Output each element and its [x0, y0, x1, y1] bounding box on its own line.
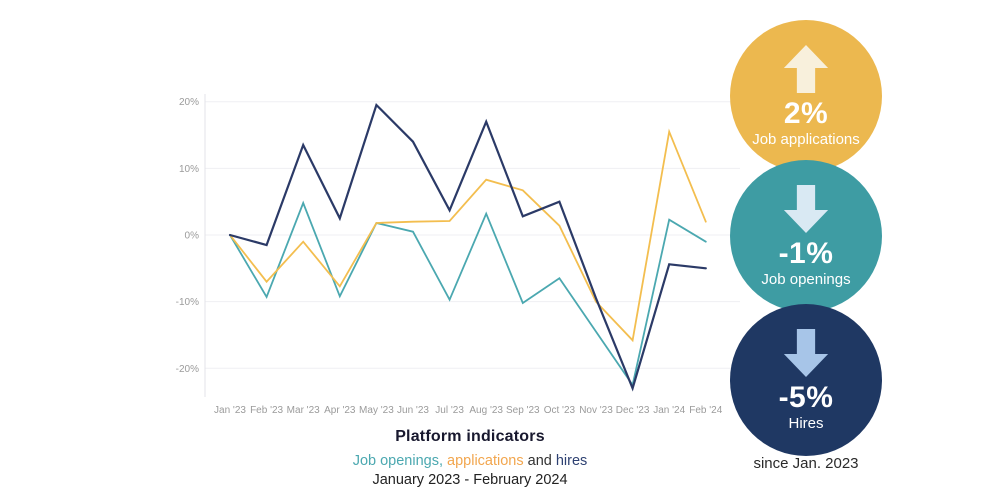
series-line-hires [228, 102, 707, 392]
x-axis-tick-label: Sep '23 [506, 405, 540, 416]
y-axis-tick-label: 20% [179, 97, 199, 108]
x-axis-tick-label: Feb '23 [250, 405, 283, 416]
badge-value: -1% [778, 237, 834, 271]
arrow-down-icon [783, 329, 829, 378]
line-chart-svg: 20% 10% 0% -10% -20% Jan '23 Feb '23 Mar '23 Apr… [176, 94, 740, 416]
legend-part: applications [443, 453, 524, 469]
arrow-up-icon [783, 45, 829, 94]
badge-label: Job openings [761, 270, 851, 288]
arrow-down-icon [783, 185, 829, 234]
y-axis-tick-label: 0% [185, 231, 200, 242]
x-axis-tick-label: Aug '23 [469, 405, 503, 416]
x-axis-tick-label: Mar '23 [287, 405, 320, 416]
badge-job-applications: 2% Job applications [730, 20, 882, 172]
chart-caption: Platform indicators Job openings, applic… [250, 428, 690, 488]
series-line-job-openings [229, 200, 707, 388]
y-axis-tick-label: -10% [176, 297, 199, 308]
chart-date-range: January 2023 - February 2024 [372, 472, 568, 488]
x-axis-tick-label: Dec '23 [616, 405, 650, 416]
chart-title: Platform indicators [395, 428, 545, 445]
y-axis-tick-label: -20% [176, 364, 199, 375]
x-axis-tick-label: Jul '23 [435, 405, 464, 416]
x-axis-tick-label: Apr '23 [324, 405, 356, 416]
x-axis-tick-label: May '23 [359, 405, 394, 416]
badge-value: 2% [783, 97, 829, 131]
legend-part: Job openings, [352, 453, 443, 469]
line-chart: 20% 10% 0% -10% -20% Jan '23 Feb '23 Mar '23 Apr… [165, 80, 750, 425]
y-axis-tick-label: 10% [179, 164, 199, 175]
badge-label: Hires [788, 414, 824, 432]
x-axis-tick-label: Feb '24 [689, 405, 722, 416]
x-axis-tick-label: Jun '23 [397, 405, 429, 416]
badge-value: -5% [778, 381, 834, 415]
legend-part: hires [555, 453, 588, 469]
badge-label: Job applications [752, 130, 860, 148]
legend-part: and [523, 453, 556, 469]
x-axis-tick-label: Oct '23 [544, 405, 576, 416]
series-line-job-applications [229, 128, 707, 343]
badge-job-openings: -1% Job openings [730, 160, 882, 312]
x-axis-tick-label: Jan '24 [653, 405, 685, 416]
chart-legend-subtitle: Job openings, applications and hires [250, 453, 690, 469]
x-axis-tick-label: Jan '23 [214, 405, 246, 416]
badge-hires: -5% Hires [730, 304, 882, 456]
x-axis-tick-label: Nov '23 [579, 405, 613, 416]
badges-footnote: since Jan. 2023 [753, 455, 859, 472]
